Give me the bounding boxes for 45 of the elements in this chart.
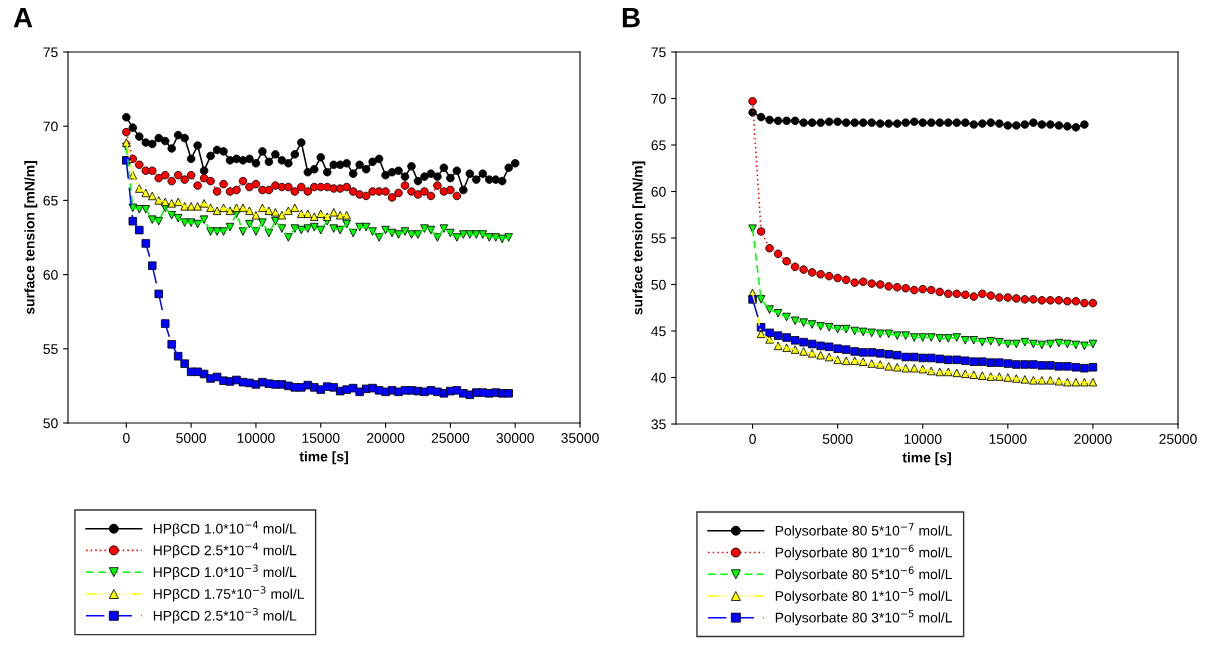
y-tick-label: 50 — [43, 418, 58, 429]
legend-label: HPβCD 1.0*10$^{−4}$ mol/L — [153, 521, 297, 537]
x-tick-label: 30000 — [496, 433, 534, 443]
y-tick-label: 55 — [43, 344, 58, 354]
legend-label: Polysorbate 80 3*10$^{−5}$ mol/L — [775, 610, 953, 626]
y-tick-label: 75 — [651, 47, 666, 58]
x-tick-label: 15000 — [989, 434, 1027, 444]
legend-label: HPβCD 1.0*10$^{−3}$ mol/L — [153, 564, 297, 580]
y-tick-label: 50 — [651, 279, 666, 290]
x-tick-label: 35000 — [561, 433, 599, 443]
y-tick-label: 45 — [651, 326, 666, 337]
x-tick-label: 20000 — [1074, 434, 1112, 444]
y-tick-label: 60 — [43, 269, 58, 280]
x-axis-title: time [s] — [902, 452, 951, 466]
legend-label: Polysorbate 80 1*10$^{−6}$ mol/L — [775, 544, 953, 561]
x-tick-label: 15000 — [302, 433, 340, 443]
y-axis-title: surface tension [mN/m] — [632, 161, 646, 315]
x-tick-label: 10000 — [237, 433, 275, 443]
y-axis-title: surface tension [mN/m] — [24, 161, 38, 315]
chart-title: B — [622, 8, 640, 28]
legend-label: Polysorbate 80 5*10$^{−7}$ mol/L — [775, 523, 953, 539]
legend-label: HPβCD 2.5*10$^{−4}$ mol/L — [153, 542, 297, 559]
legend-label: HPβCD 1.75*10$^{−3}$ mol/L — [153, 586, 305, 602]
x-tick-label: 20000 — [366, 433, 405, 443]
x-tick-label: 5000 — [822, 434, 853, 444]
x-tick-label: 0 — [123, 433, 130, 443]
x-tick-label: 25000 — [1159, 434, 1197, 444]
y-tick-label: 55 — [651, 233, 666, 244]
y-tick-label: 65 — [43, 195, 58, 206]
x-axis-title: time [s] — [299, 451, 348, 465]
x-tick-label: 0 — [749, 434, 756, 444]
y-tick-label: 60 — [651, 186, 666, 197]
chart-title: A — [13, 8, 33, 28]
legend-label: HPβCD 2.5*10$^{−3}$ mol/L — [153, 608, 297, 624]
y-tick-label: 70 — [651, 93, 666, 104]
y-tick-label: 65 — [651, 140, 666, 151]
legend-label: Polysorbate 80 5*10$^{−6}$ mol/L — [775, 566, 953, 582]
legend-label: Polysorbate 80 1*10$^{−5}$ mol/L — [775, 588, 953, 604]
x-tick-label: 25000 — [431, 433, 470, 443]
x-tick-label: 5000 — [176, 433, 207, 443]
y-tick-label: 40 — [651, 372, 666, 383]
x-tick-label: 10000 — [904, 434, 942, 444]
y-tick-label: 75 — [43, 47, 58, 58]
y-tick-label: 70 — [43, 121, 58, 132]
y-tick-label: 35 — [651, 419, 666, 430]
